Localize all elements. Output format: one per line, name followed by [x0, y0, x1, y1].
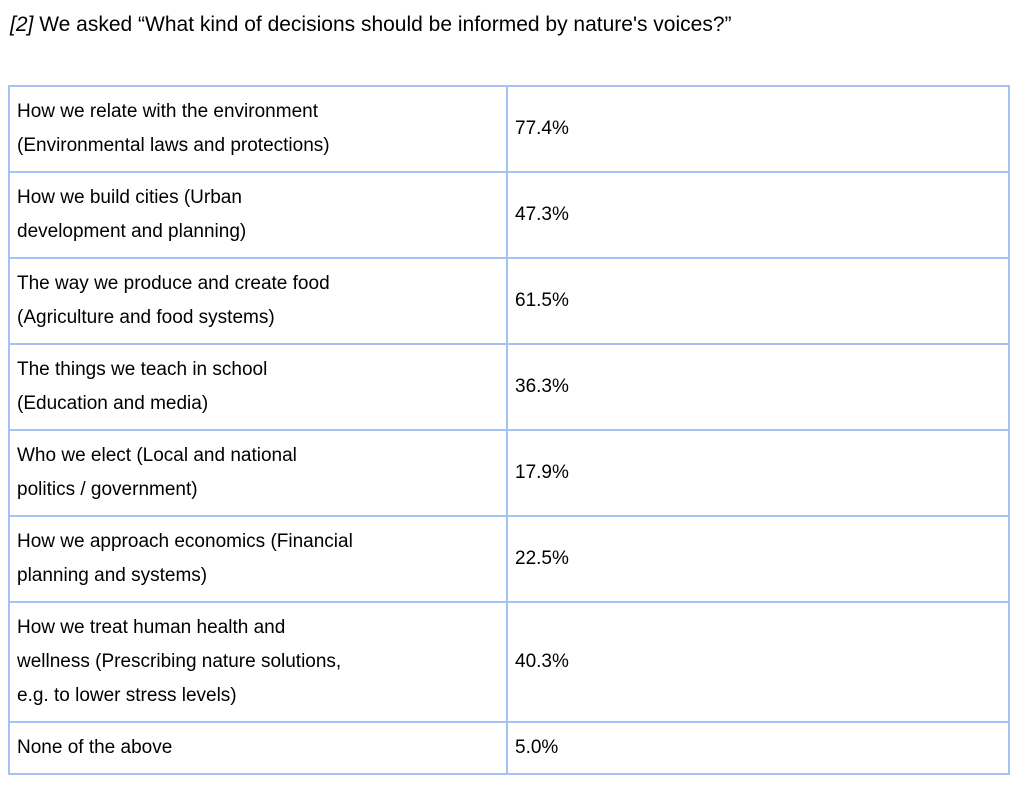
percentage-cell: 22.5% — [506, 515, 1010, 603]
decision-label-cell: How we build cities (Urban development a… — [8, 171, 508, 259]
survey-results-table: How we relate with the environment (Envi… — [8, 85, 1010, 775]
table-row: The things we teach in school (Education… — [8, 343, 1010, 431]
table-row: None of the above 5.0% — [8, 721, 1010, 775]
percentage-cell: 47.3% — [506, 171, 1010, 259]
survey-results-body: How we relate with the environment (Envi… — [8, 85, 1010, 775]
decision-label-cell: How we treat human health and wellness (… — [8, 601, 508, 723]
percentage-cell: 77.4% — [506, 85, 1010, 173]
table-row: How we approach economics (Financial pla… — [8, 515, 1010, 603]
table-row: How we treat human health and wellness (… — [8, 601, 1010, 723]
percentage-cell: 61.5% — [506, 257, 1010, 345]
percentage-cell: 5.0% — [506, 721, 1010, 775]
table-row: How we relate with the environment (Envi… — [8, 85, 1010, 173]
table-row: The way we produce and create food (Agri… — [8, 257, 1010, 345]
decision-label-cell: How we relate with the environment (Envi… — [8, 85, 508, 173]
question-heading: [2] We asked “What kind of decisions sho… — [10, 12, 1020, 38]
decision-label-cell: How we approach economics (Financial pla… — [8, 515, 508, 603]
decision-label-cell: None of the above — [8, 721, 508, 775]
percentage-cell: 36.3% — [506, 343, 1010, 431]
percentage-cell: 40.3% — [506, 601, 1010, 723]
decision-label-cell: The way we produce and create food (Agri… — [8, 257, 508, 345]
decision-label-cell: The things we teach in school (Education… — [8, 343, 508, 431]
table-row: How we build cities (Urban development a… — [8, 171, 1010, 259]
percentage-cell: 17.9% — [506, 429, 1010, 517]
decision-label-cell: Who we elect (Local and national politic… — [8, 429, 508, 517]
table-row: Who we elect (Local and national politic… — [8, 429, 1010, 517]
question-text: We asked “What kind of decisions should … — [33, 13, 732, 36]
question-number: [2] — [10, 13, 34, 36]
